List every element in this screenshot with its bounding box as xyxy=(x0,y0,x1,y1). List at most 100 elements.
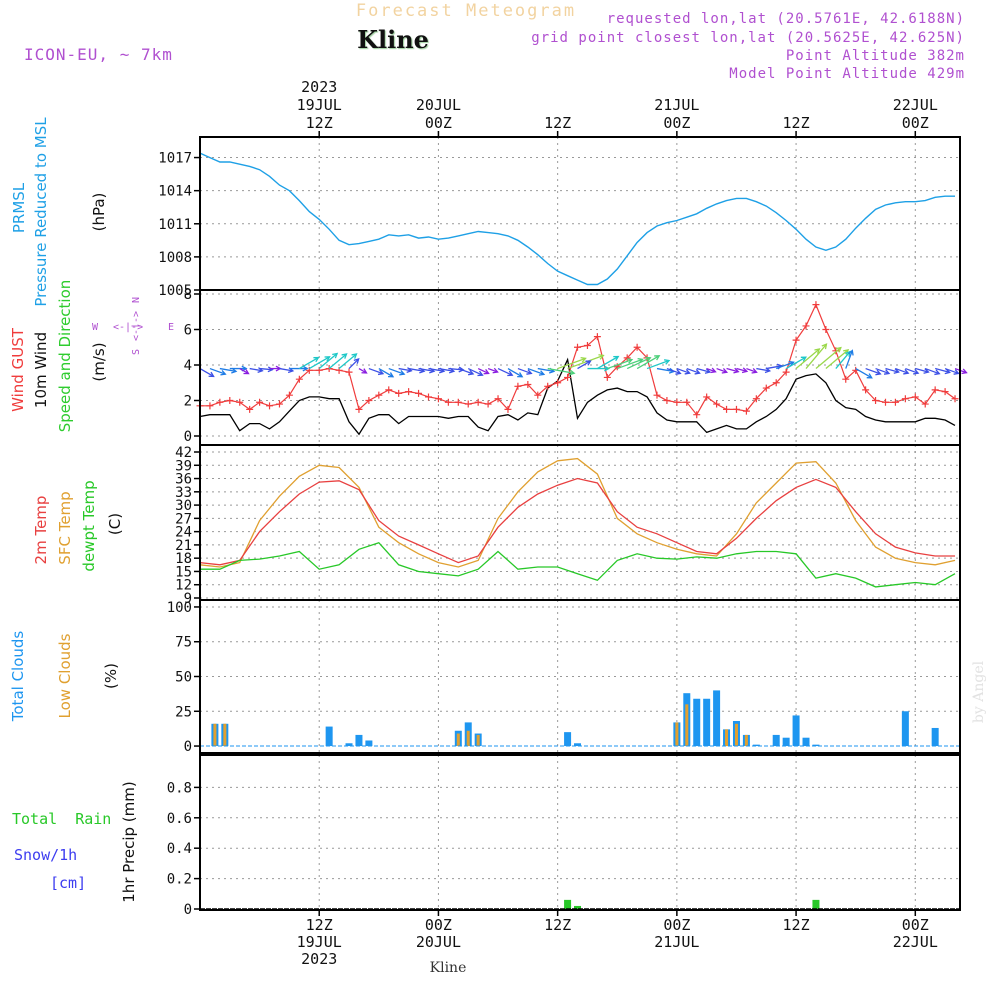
wind-side-labels: Wind GUST 10m Wind Speed and Direction (… xyxy=(9,280,174,433)
compass-ns-arrows: <-|-> xyxy=(131,311,142,341)
wind-direction-arrow xyxy=(209,367,226,375)
wind-direction-arrowhead xyxy=(208,371,215,378)
bottom-time-label: 12Z xyxy=(544,916,571,934)
total-clouds-bar xyxy=(772,734,780,747)
ytick-label-temp: 18 xyxy=(175,551,192,567)
wind-direction-arrow xyxy=(656,367,674,373)
footer-station: Kline xyxy=(430,960,467,976)
wind-direction-arrow xyxy=(477,367,489,374)
gust-marker xyxy=(554,379,562,387)
wind-direction-arrow xyxy=(348,358,360,370)
wind-direction-arrowhead xyxy=(694,369,701,375)
gust-marker xyxy=(355,405,363,413)
wind-direction-arrow xyxy=(815,347,842,370)
ytick-label-precip: 0.2 xyxy=(167,872,192,888)
ytick-label-wind: 4 xyxy=(184,358,192,374)
frame-precip xyxy=(199,754,961,911)
gust-marker xyxy=(534,391,542,399)
low-clouds-bar xyxy=(734,723,738,747)
temp-side-labels: 2m Temp SFC Temp dewpt Temp (C) xyxy=(32,480,124,571)
total-clouds-bar xyxy=(564,732,572,747)
bottom-time-label: 20JUL xyxy=(416,933,461,951)
wind-direction-arrowhead xyxy=(388,372,395,378)
wind-direction-arrowhead xyxy=(377,369,385,376)
gust-marker xyxy=(881,398,889,406)
wind-direction-arrowhead xyxy=(517,372,524,378)
wind-direction-arrow xyxy=(915,367,929,373)
gust-marker xyxy=(713,400,721,408)
gust-marker xyxy=(633,343,641,351)
wind-direction-arrow xyxy=(467,367,483,376)
gust-marker xyxy=(494,395,502,403)
wind-direction-arrow xyxy=(358,367,367,374)
wind-direction-arrowhead xyxy=(613,355,620,362)
wind-direction-arrow xyxy=(855,367,873,379)
wind-direction-arrow xyxy=(835,351,851,369)
total-clouds-bar xyxy=(365,740,373,747)
wind-direction-arrow xyxy=(934,367,950,374)
wind-direction-arrowhead xyxy=(361,368,368,374)
ytick-label-temp: 27 xyxy=(175,511,192,527)
wind-direction-arrowhead xyxy=(267,366,274,373)
wind-direction-arrow xyxy=(318,353,338,370)
wind-direction-arrowhead xyxy=(664,359,671,365)
wind-direction-arrow xyxy=(746,367,757,373)
bottom-time-label: 12Z xyxy=(783,916,810,934)
pressure-side-labels: PRMSL Pressure Reduced to MSL (hPa) xyxy=(10,117,108,307)
panel-clouds: 0 25 50 75 100 xyxy=(167,600,960,755)
grid-layer xyxy=(200,137,960,910)
wind-direction-arrowhead xyxy=(721,368,729,374)
wind-direction-arrowhead xyxy=(645,356,652,363)
top-time-label: 00Z xyxy=(663,114,690,132)
gust-marker xyxy=(742,407,750,415)
ytick-label-temp: 21 xyxy=(175,538,192,554)
wind-direction-arrow xyxy=(696,367,711,373)
gust-marker xyxy=(752,395,760,403)
ytick-label-temp: 36 xyxy=(175,472,192,488)
wind-direction-arrow xyxy=(666,367,681,375)
gust-marker xyxy=(921,400,929,408)
frame-separator xyxy=(200,753,960,755)
gust-marker xyxy=(593,333,601,341)
wind-direction-arrowhead xyxy=(710,367,717,374)
gust-marker xyxy=(822,326,830,333)
wind-direction-arrow xyxy=(686,367,700,374)
gust-marker xyxy=(574,343,582,351)
cloud-unit-label: (%) xyxy=(102,663,120,689)
gust-marker xyxy=(424,393,432,401)
gust-marker xyxy=(762,384,770,392)
gust-marker xyxy=(514,382,522,390)
gust-marker xyxy=(325,365,333,373)
wind-direction-arrow xyxy=(795,348,820,370)
product-title: Forecast Meteogram xyxy=(356,1,576,21)
wind-direction-arrow xyxy=(408,367,425,372)
total-clouds-label: Total Clouds xyxy=(9,631,27,723)
wind-direction-arrow xyxy=(736,367,748,372)
wind-direction-arrow xyxy=(577,360,591,370)
ytick-label-temp: 24 xyxy=(175,525,192,541)
wind-direction-arrow xyxy=(398,367,412,372)
temp-unit-label: (C) xyxy=(106,513,124,535)
top-time-label: 12Z xyxy=(544,114,571,132)
total-clouds-bar xyxy=(345,743,353,747)
ytick-label-temp: 9 xyxy=(184,591,192,607)
wind-direction-arrowhead xyxy=(903,369,910,375)
wind-direction-arrow xyxy=(547,367,575,374)
gust-marker xyxy=(603,373,611,381)
wind-direction-arrow xyxy=(676,367,690,374)
gust-marker xyxy=(256,398,264,406)
grid-point-coords: grid point closest lon,lat (20.5625E, 42… xyxy=(531,30,965,46)
total-clouds-bar xyxy=(713,690,721,747)
wind-direction-arrow xyxy=(487,367,498,373)
top-time-label: 12Z xyxy=(306,114,333,132)
total-clouds-bar xyxy=(792,715,800,747)
gust-marker xyxy=(365,397,373,404)
temp-2m-line xyxy=(199,477,955,566)
gust-marker xyxy=(246,405,254,413)
wind-direction-arrow xyxy=(944,367,959,375)
gust-marker xyxy=(663,397,671,404)
ytick-label-clouds: 0 xyxy=(184,739,192,755)
gust-marker xyxy=(782,368,790,376)
